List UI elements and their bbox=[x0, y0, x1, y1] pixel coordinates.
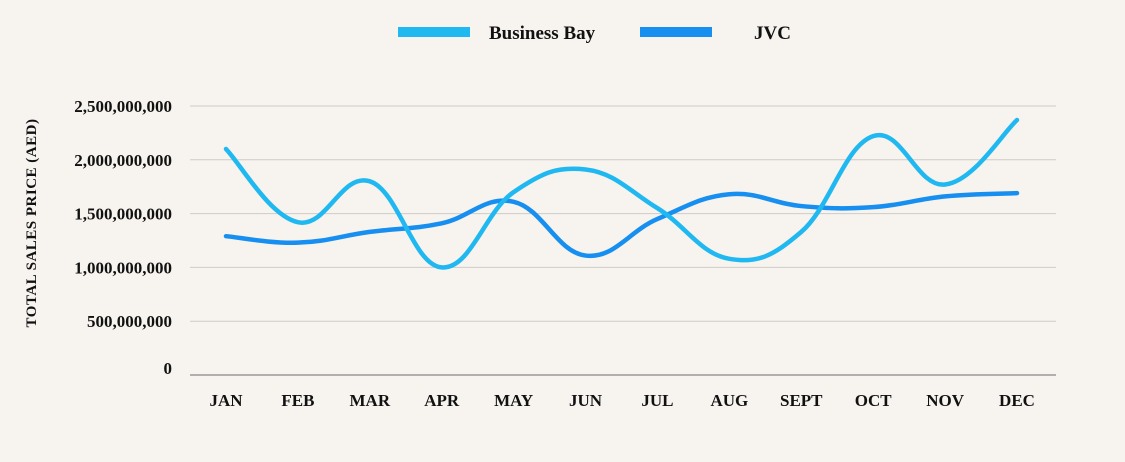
series-lines bbox=[223, 117, 1020, 270]
x-tick-label: NOV bbox=[926, 391, 965, 410]
series-line-jvc bbox=[223, 190, 1020, 258]
x-tick-label: JUL bbox=[641, 391, 673, 410]
legend-label-jvc: JVC bbox=[754, 23, 791, 44]
legend: Business Bay JVC bbox=[398, 23, 791, 44]
y-tick-label: 2,000,000,000 bbox=[74, 151, 172, 170]
y-axis-ticks: 0 500,000,000 1,000,000,000 1,500,000,000 2,… bbox=[74, 97, 172, 378]
y-tick-label: 1,000,000,000 bbox=[74, 258, 172, 277]
x-tick-label: MAR bbox=[350, 391, 391, 410]
x-tick-label: OCT bbox=[855, 391, 893, 410]
legend-swatch-business-bay bbox=[398, 27, 470, 37]
y-tick-label: 1,500,000,000 bbox=[74, 205, 172, 224]
x-tick-label: JAN bbox=[209, 391, 243, 410]
x-tick-label: JUN bbox=[569, 391, 603, 410]
y-tick-label: 0 bbox=[164, 359, 173, 378]
x-axis-ticks: JAN FEB MAR APR MAY JUN JUL AUG SEPT OCT NOV DEC bbox=[209, 391, 1034, 410]
x-tick-label: FEB bbox=[281, 391, 314, 410]
legend-label-business-bay: Business Bay bbox=[489, 23, 596, 44]
x-tick-label: MAY bbox=[494, 391, 533, 410]
y-tick-label: 2,500,000,000 bbox=[74, 97, 172, 116]
legend-swatch-jvc bbox=[640, 27, 712, 37]
series-line-business-bay bbox=[223, 117, 1020, 270]
x-tick-label: AUG bbox=[710, 391, 748, 410]
x-tick-label: DEC bbox=[999, 391, 1035, 410]
x-tick-label: SEPT bbox=[780, 391, 823, 410]
gridlines bbox=[190, 105, 1056, 376]
x-tick-label: APR bbox=[424, 391, 460, 410]
y-tick-label: 500,000,000 bbox=[87, 312, 172, 331]
y-axis-title: TOTAL SALES PRICE (AED) bbox=[24, 119, 40, 328]
